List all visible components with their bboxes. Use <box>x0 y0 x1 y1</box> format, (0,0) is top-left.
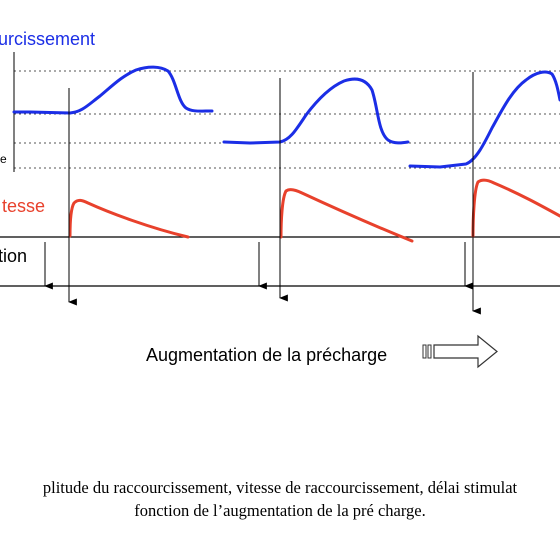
label-e-fragment: e <box>0 152 7 166</box>
shortening-curve-2 <box>222 77 410 145</box>
velocity-curve-3 <box>471 178 560 238</box>
caption-line-2: fonction de l’augmentation de la pré cha… <box>134 501 426 520</box>
velocity-curve-1 <box>68 198 190 239</box>
label-augmentation: Augmentation de la précharge <box>146 345 387 365</box>
hollow-arrow-right-icon <box>422 334 498 369</box>
caption-line-1: plitude du raccourcissement, vitesse de … <box>42 478 518 497</box>
shortening-curve-1 <box>12 65 214 115</box>
velocity-curve-2 <box>279 188 414 243</box>
label-stimulation: tion <box>0 246 27 266</box>
label-raccourcissement: urcissement <box>0 29 95 49</box>
figure-caption: plitude du raccourcissement, vitesse de … <box>0 476 560 522</box>
label-vitesse: tesse <box>2 196 45 216</box>
shortening-curve-3 <box>408 70 560 169</box>
